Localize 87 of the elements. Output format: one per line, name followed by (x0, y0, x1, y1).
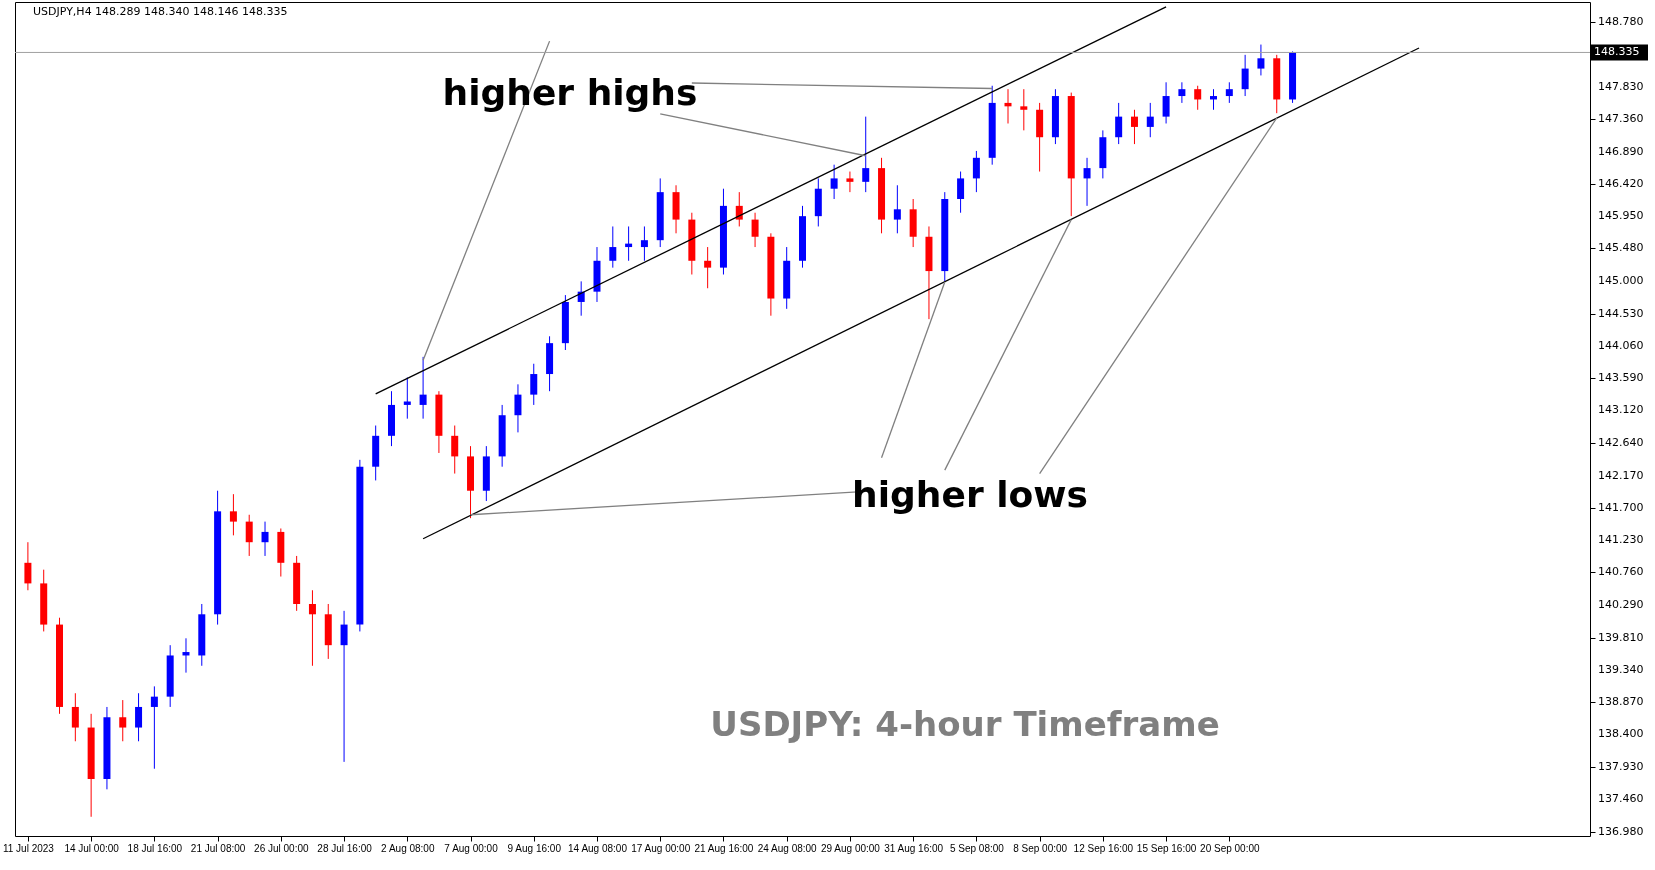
candlestick (1115, 102, 1123, 145)
y-tick-label: 145.950 (1598, 209, 1644, 223)
candlestick (514, 383, 522, 433)
candlestick (119, 699, 127, 742)
candlestick (957, 171, 965, 214)
y-tick-label: 136.980 (1598, 824, 1644, 838)
y-tick-label: 140.760 (1598, 565, 1644, 579)
candlestick (403, 376, 411, 420)
annotation: higher lows (852, 474, 1088, 515)
y-tick-label: 146.890 (1598, 144, 1644, 158)
candlestick (830, 164, 838, 200)
y-tick-label: 146.420 (1598, 176, 1644, 190)
candlestick (530, 363, 538, 406)
candlestick (1194, 85, 1202, 111)
y-tick-label: 138.400 (1598, 727, 1644, 741)
y-tick-label: 141.230 (1598, 533, 1644, 547)
x-tick-label: 9 Aug 16:00 (507, 842, 562, 854)
x-tick-label: 31 Aug 16:00 (884, 842, 944, 854)
candlestick (862, 116, 870, 193)
candlestick (1257, 44, 1265, 76)
y-tick-label: 137.930 (1598, 759, 1644, 773)
x-tick-label: 21 Aug 16:00 (694, 842, 754, 854)
candlestick (1130, 109, 1138, 145)
annotation: USDJPY,H4 148.289 148.340 148.146 148.335 (33, 5, 288, 18)
x-tick-label: 18 Jul 16:00 (127, 842, 183, 854)
candlestick (451, 425, 459, 475)
candlestick (1225, 81, 1233, 104)
candlestick (1162, 81, 1170, 124)
x-tick-label: 2 Aug 08:00 (381, 842, 435, 854)
x-tick-label: 8 Sep 00:00 (1013, 842, 1068, 854)
x-tick-label: 12 Sep 16:00 (1073, 842, 1134, 854)
y-tick-label: 142.170 (1598, 468, 1644, 482)
text: USDJPY: 4-hour Timeframe (710, 704, 1220, 744)
x-tick-label: 5 Sep 08:00 (949, 842, 1005, 854)
candlestick (150, 685, 158, 770)
annotation: higher highs (442, 72, 698, 113)
candlestick (1083, 157, 1091, 207)
candlestick (419, 356, 427, 420)
x-tick-label: 14 Jul 00:00 (64, 842, 120, 854)
candlestick (229, 493, 237, 536)
x-tick-label: 21 Jul 08:00 (190, 842, 246, 854)
x-tick-label: 15 Sep 16:00 (1136, 842, 1197, 854)
y-tick-label: 147.830 (1598, 80, 1644, 94)
candlestick (751, 212, 759, 248)
candlestick (972, 150, 980, 193)
y-tick-label: 138.870 (1598, 695, 1644, 709)
candlestick (1146, 102, 1154, 138)
y-tick-label: 143.590 (1598, 371, 1644, 385)
candlestick (340, 610, 348, 763)
candlestick (704, 246, 712, 289)
candlestick (1241, 54, 1249, 97)
candlestick (1020, 88, 1028, 131)
y-tick-label: 144.060 (1598, 338, 1644, 352)
candlestick (893, 184, 901, 234)
candlestick (261, 521, 269, 557)
y-tick-label: 148.780 (1598, 14, 1644, 28)
x-tick-label: 24 Aug 08:00 (757, 842, 818, 854)
y-tick-label: 145.480 (1598, 241, 1644, 255)
candlestick (71, 692, 79, 742)
y-tick-label: 141.700 (1598, 500, 1644, 514)
x-tick-label: 17 Aug 00:00 (631, 842, 691, 854)
y-tick-label: 139.340 (1598, 662, 1644, 676)
candlestick (245, 514, 253, 557)
candlestick (735, 191, 743, 227)
y-tick-label: 140.290 (1598, 597, 1644, 611)
candlestick (308, 589, 316, 667)
candlestick (135, 692, 143, 742)
candlestick (846, 171, 854, 193)
x-tick-label: 20 Sep 00:00 (1200, 842, 1260, 854)
candlestick (1178, 81, 1186, 104)
x-tick-label: 28 Jul 16:00 (317, 842, 373, 854)
y-tick-label: 144.530 (1598, 306, 1644, 320)
candlestick (640, 225, 648, 262)
x-tick-label: 29 Aug 00:00 (820, 842, 881, 854)
x-tick-label: 14 Aug 08:00 (568, 842, 628, 854)
y-tick-label: 147.360 (1598, 112, 1644, 126)
ref-line-label: 148.335 (1594, 45, 1640, 59)
candlestick (24, 541, 32, 591)
candlestick (609, 225, 617, 269)
y-tick-label: 139.810 (1598, 630, 1644, 644)
y-tick-label: 142.640 (1598, 436, 1644, 450)
x-tick-label: 11 Jul 2023 (2, 842, 55, 854)
y-tick-label: 143.120 (1598, 403, 1644, 417)
x-tick-label: 26 Jul 00:00 (254, 842, 310, 854)
y-tick-label: 137.460 (1598, 791, 1644, 805)
x-tick-label: 7 Aug 00:00 (444, 842, 499, 854)
y-tick-label: 145.000 (1598, 274, 1644, 288)
